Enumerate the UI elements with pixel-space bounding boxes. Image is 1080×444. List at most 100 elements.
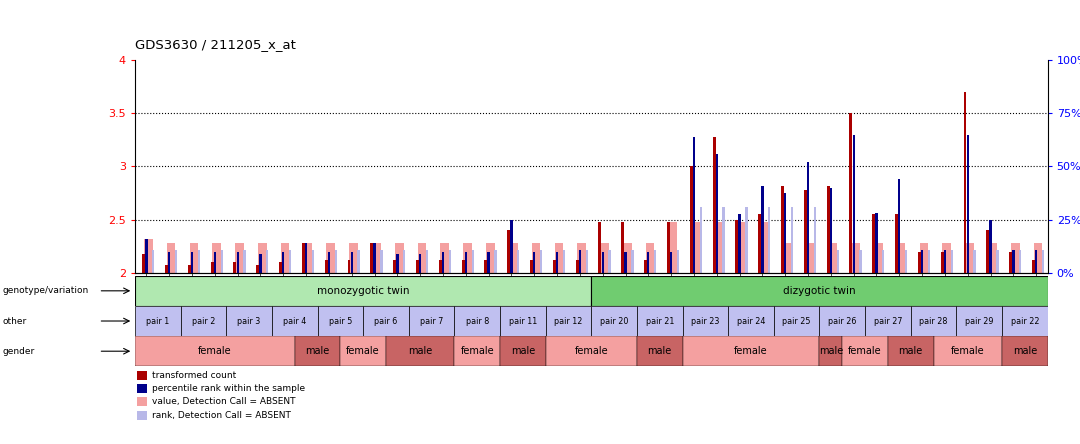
- Text: pair 3: pair 3: [238, 317, 260, 325]
- Bar: [773, 306, 820, 336]
- Text: pair 22: pair 22: [1011, 317, 1039, 325]
- Text: pair 6: pair 6: [375, 317, 397, 325]
- Text: female: female: [460, 346, 494, 356]
- Bar: [442, 252, 444, 273]
- Bar: [637, 336, 683, 366]
- Bar: [214, 252, 216, 273]
- Text: male: male: [819, 346, 843, 356]
- Bar: [873, 214, 875, 273]
- Bar: [647, 252, 649, 273]
- Text: pair 1: pair 1: [146, 317, 170, 325]
- Bar: [530, 260, 534, 273]
- Bar: [198, 250, 200, 273]
- Bar: [813, 207, 816, 273]
- Bar: [950, 250, 953, 273]
- Bar: [168, 252, 171, 273]
- Bar: [637, 306, 683, 336]
- Bar: [540, 250, 542, 273]
- Bar: [600, 243, 609, 273]
- Bar: [860, 250, 862, 273]
- Bar: [598, 222, 602, 273]
- Bar: [739, 214, 741, 273]
- Bar: [441, 243, 449, 273]
- Bar: [289, 250, 292, 273]
- Bar: [312, 250, 314, 273]
- Bar: [281, 243, 289, 273]
- Bar: [380, 250, 382, 273]
- Text: transformed count: transformed count: [152, 371, 237, 380]
- Bar: [531, 243, 540, 273]
- Text: male: male: [511, 346, 535, 356]
- Bar: [713, 137, 716, 273]
- Bar: [700, 207, 702, 273]
- Bar: [989, 220, 991, 273]
- Text: male: male: [899, 346, 922, 356]
- Bar: [716, 154, 718, 273]
- Bar: [472, 250, 474, 273]
- Bar: [784, 193, 786, 273]
- Bar: [806, 243, 814, 273]
- Text: pair 25: pair 25: [782, 317, 811, 325]
- Bar: [865, 306, 910, 336]
- Bar: [986, 230, 989, 273]
- Bar: [667, 222, 670, 273]
- Bar: [438, 260, 442, 273]
- Bar: [279, 262, 282, 273]
- Bar: [966, 243, 974, 273]
- Bar: [370, 243, 374, 273]
- Bar: [943, 243, 951, 273]
- Text: gender: gender: [2, 347, 35, 356]
- Text: female: female: [347, 346, 380, 356]
- Bar: [973, 250, 975, 273]
- Bar: [243, 250, 245, 273]
- Bar: [326, 243, 335, 273]
- Bar: [967, 135, 969, 273]
- Bar: [325, 260, 327, 273]
- Bar: [728, 306, 773, 336]
- Text: female: female: [848, 346, 882, 356]
- Bar: [578, 243, 586, 273]
- Bar: [895, 214, 899, 273]
- Bar: [670, 252, 672, 273]
- Bar: [957, 306, 1002, 336]
- Bar: [807, 162, 809, 273]
- Bar: [563, 250, 565, 273]
- Bar: [227, 306, 272, 336]
- Bar: [143, 254, 145, 273]
- Bar: [621, 222, 624, 273]
- Bar: [714, 222, 723, 273]
- Bar: [820, 336, 842, 366]
- Bar: [1011, 243, 1020, 273]
- Bar: [282, 252, 284, 273]
- Bar: [988, 243, 997, 273]
- Bar: [1032, 260, 1035, 273]
- Text: pair 23: pair 23: [691, 317, 719, 325]
- Bar: [189, 243, 199, 273]
- Bar: [910, 306, 957, 336]
- Bar: [941, 252, 944, 273]
- Text: pair 29: pair 29: [964, 317, 994, 325]
- Bar: [191, 252, 193, 273]
- Bar: [624, 252, 626, 273]
- Bar: [348, 260, 351, 273]
- Bar: [944, 250, 946, 273]
- Bar: [545, 306, 592, 336]
- Bar: [448, 250, 451, 273]
- Bar: [576, 260, 579, 273]
- Bar: [464, 252, 467, 273]
- Bar: [534, 252, 536, 273]
- Bar: [237, 252, 239, 273]
- Bar: [403, 250, 405, 273]
- Bar: [188, 265, 191, 273]
- Bar: [804, 190, 807, 273]
- Bar: [874, 243, 882, 273]
- Text: pair 20: pair 20: [599, 317, 629, 325]
- Bar: [351, 252, 353, 273]
- Bar: [511, 220, 513, 273]
- Bar: [899, 179, 901, 273]
- Bar: [876, 214, 878, 273]
- Bar: [623, 243, 632, 273]
- Bar: [760, 222, 769, 273]
- Bar: [1042, 250, 1044, 273]
- Bar: [669, 222, 677, 273]
